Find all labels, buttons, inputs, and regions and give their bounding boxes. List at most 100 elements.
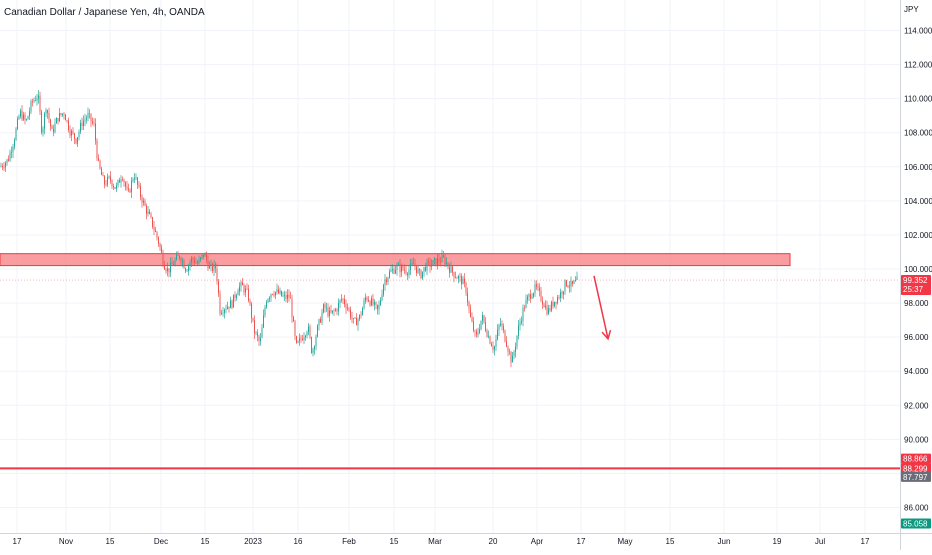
candle-body <box>491 343 492 347</box>
candle-body <box>147 211 149 214</box>
candle-body <box>110 176 111 181</box>
candle-body <box>174 259 176 265</box>
candle-body <box>267 299 269 303</box>
candle-body <box>290 297 291 299</box>
candle-body <box>38 95 39 99</box>
candle-body <box>8 159 9 161</box>
candle-body <box>551 301 552 311</box>
candle-body <box>309 326 311 338</box>
candle-body <box>252 317 254 321</box>
candle-body <box>77 137 78 144</box>
candle-body <box>50 119 51 127</box>
horizontal-lines-layer <box>0 279 900 470</box>
candle-body <box>141 196 143 203</box>
candle-body <box>62 113 63 115</box>
candle-body <box>284 295 285 296</box>
forecast-arrow-shaft[interactable] <box>593 275 609 340</box>
candle-body <box>245 288 246 293</box>
candle-body <box>203 254 204 257</box>
currency-label: JPY <box>904 5 919 14</box>
x-tick-label: Feb <box>342 537 356 546</box>
x-tick-label: Apr <box>531 537 544 546</box>
x-tick-label: 17 <box>577 537 586 546</box>
candle-body <box>63 113 65 115</box>
candle-body <box>447 262 449 267</box>
candle-body <box>546 305 548 315</box>
candle-body <box>213 264 215 271</box>
candle-body <box>243 285 245 293</box>
candle-body <box>332 310 333 313</box>
candle-body <box>104 176 105 185</box>
price-tag <box>901 518 931 529</box>
candle-body <box>90 113 92 122</box>
candle-body <box>135 177 137 179</box>
candle-body <box>257 332 258 337</box>
candle-body <box>201 254 203 258</box>
candle-body <box>263 315 264 328</box>
candle-body <box>413 263 414 265</box>
candle-body <box>272 294 273 295</box>
candle-body <box>350 309 351 318</box>
candle-body <box>365 297 366 301</box>
candle-body <box>419 269 420 271</box>
candle-body <box>468 301 470 309</box>
candle-body <box>96 140 98 159</box>
candle-body <box>107 177 108 185</box>
candle-body <box>390 270 392 272</box>
candle-body <box>440 261 441 263</box>
x-tick-label: Mar <box>428 537 442 546</box>
candle-body <box>65 114 66 121</box>
candle-body <box>101 168 102 176</box>
candle-body <box>441 255 443 263</box>
candle-body <box>24 114 26 120</box>
candle-body <box>261 327 263 338</box>
candle-body <box>108 176 110 178</box>
candle-body <box>71 130 72 136</box>
candle-body <box>155 230 156 232</box>
candle-body <box>86 118 87 120</box>
candle-body <box>312 349 314 353</box>
candle-body <box>233 294 234 308</box>
candle-body <box>308 326 309 333</box>
candle-body <box>84 119 86 121</box>
candle-body <box>191 258 192 263</box>
candle-body <box>180 258 182 262</box>
candle-body <box>524 307 525 309</box>
candle-body <box>5 162 6 168</box>
candle-body <box>435 258 437 266</box>
candle-body <box>45 110 47 114</box>
candle-body <box>143 200 144 203</box>
y-tick-label: 92.000 <box>904 401 929 410</box>
candle-body <box>398 264 399 266</box>
forecast-arrow-head[interactable] <box>601 329 612 341</box>
candle-body <box>44 113 45 129</box>
candle-body <box>372 298 374 305</box>
candle-body <box>215 264 216 269</box>
candle-body <box>378 304 380 310</box>
y-tick-label: 112.000 <box>904 61 932 70</box>
x-tick-label: 17 <box>861 537 870 546</box>
price-tag-label: 88.299 <box>903 464 928 473</box>
resistance-zone[interactable] <box>0 253 791 267</box>
candle-body <box>137 177 138 185</box>
candle-body <box>158 237 159 244</box>
candle-body <box>300 338 302 340</box>
candle-body <box>219 293 221 314</box>
candle-body <box>329 310 330 316</box>
candle-body <box>446 262 447 264</box>
candle-body <box>42 128 44 133</box>
candle-body <box>48 112 50 120</box>
candle-body <box>351 317 353 319</box>
x-tick-label: 20 <box>489 537 498 546</box>
candle-body <box>359 314 360 320</box>
candle-body <box>66 120 68 121</box>
candle-body <box>161 247 162 253</box>
price-tag-label: 99.352 <box>903 276 928 285</box>
candle-body <box>168 268 170 273</box>
candle-body <box>275 292 276 296</box>
candle-body <box>230 300 231 309</box>
candle-body <box>393 269 395 274</box>
